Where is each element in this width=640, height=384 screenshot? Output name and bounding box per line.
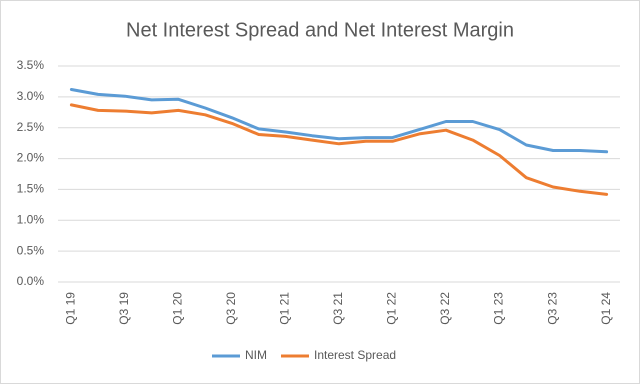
y-tick-label: 1.0% xyxy=(17,212,45,226)
y-tick-label: 2.5% xyxy=(17,120,45,134)
y-tick-label: 0.5% xyxy=(17,243,45,257)
series-line xyxy=(69,103,609,196)
x-tick-label: Q1 22 xyxy=(385,292,399,325)
y-tick-label: 0.0% xyxy=(17,274,45,288)
x-tick-label: Q3 21 xyxy=(331,292,345,325)
x-tick-label: Q1 24 xyxy=(599,292,613,325)
legend-label: NIM xyxy=(245,348,267,362)
y-tick-label: 1.5% xyxy=(17,182,45,196)
series-line xyxy=(69,88,609,154)
chart-title: Net Interest Spread and Net Interest Mar… xyxy=(126,19,514,41)
y-tick-label: 3.5% xyxy=(17,58,45,72)
x-tick-label: Q3 20 xyxy=(224,292,238,325)
x-tick-label: Q1 23 xyxy=(492,292,506,325)
legend-label: Interest Spread xyxy=(314,348,396,362)
x-tick-label: Q1 20 xyxy=(171,292,185,325)
x-tick-label: Q3 19 xyxy=(117,292,131,325)
x-tick-label: Q1 19 xyxy=(64,292,78,325)
x-tick-label: Q3 23 xyxy=(545,292,559,325)
y-tick-label: 3.0% xyxy=(17,89,45,103)
x-tick-label: Q1 21 xyxy=(278,292,292,325)
x-tick-label: Q3 22 xyxy=(438,292,452,325)
y-tick-label: 2.0% xyxy=(17,151,45,165)
